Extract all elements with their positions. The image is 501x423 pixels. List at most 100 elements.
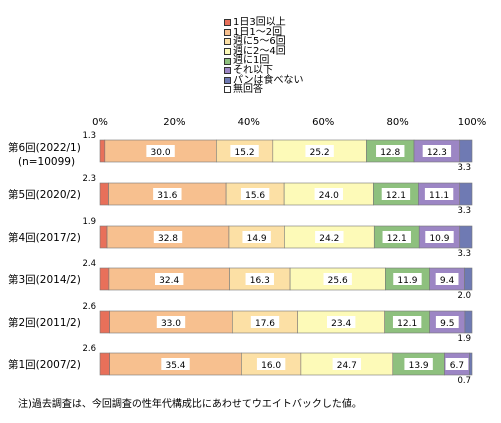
data-label-above: 2.6 <box>82 302 96 312</box>
data-label: 16.0 <box>261 361 281 371</box>
data-label: 32.4 <box>159 276 179 286</box>
bar-segment <box>99 267 110 291</box>
bar-segment <box>99 352 110 376</box>
data-label-above: 1.9 <box>82 217 96 227</box>
data-label: 25.2 <box>310 148 330 158</box>
data-label-above: 2.4 <box>82 259 96 269</box>
category-label: 第2回(2011/2) <box>8 316 81 329</box>
chart-legend: 1日3回以上 1日1〜2回 週に5〜6回 週に2〜4回 週に1回 それ以下 パンは食べない無… <box>224 18 304 95</box>
data-label: 31.6 <box>157 191 177 201</box>
data-label-below: 1.9 <box>457 334 471 344</box>
data-label-below: 3.3 <box>457 206 471 216</box>
data-label-box <box>156 316 186 328</box>
legend-swatch <box>224 48 231 56</box>
legend-swatch <box>224 67 231 75</box>
data-label: 24.2 <box>319 234 339 244</box>
data-label-above: 2.6 <box>82 344 96 354</box>
legend-item: 1日3回以上 <box>224 18 304 28</box>
data-label-above: 1.3 <box>82 131 96 141</box>
legend-label: 1日1〜2回 <box>233 26 283 38</box>
legend-label: パンは食べない <box>233 74 304 86</box>
bar-segment <box>99 225 108 249</box>
data-label: 24.0 <box>319 191 339 201</box>
data-label-box <box>422 145 452 157</box>
data-label-box <box>326 316 356 328</box>
category-label: 第4回(2017/2) <box>8 231 81 244</box>
data-label-box <box>392 316 422 328</box>
legend-swatch <box>224 86 231 94</box>
data-label-box <box>256 358 286 370</box>
bar-segment <box>459 139 473 163</box>
legend-item: それ以下 <box>224 66 304 76</box>
data-label-box <box>153 231 183 243</box>
data-label-box <box>445 358 469 370</box>
data-label-box <box>315 231 344 243</box>
data-label-box <box>242 231 271 243</box>
chart-footnote: 注)過去調査は、今回調査の性年代構成比にあわせてウエイトバックした値。 <box>18 399 362 410</box>
data-label: 33.0 <box>161 319 181 329</box>
data-label: 12.3 <box>427 148 447 158</box>
bar-segment <box>99 182 109 206</box>
x-tick-label: 40% <box>238 117 260 128</box>
category-label: 第6回(2022/1) <box>8 141 81 154</box>
data-label-above: 2.3 <box>82 174 96 184</box>
data-label: 9.5 <box>440 319 454 329</box>
data-label: 16.3 <box>250 276 270 286</box>
data-label-below: 0.7 <box>457 376 471 386</box>
legend-label: 1日3回以上 <box>233 17 286 28</box>
data-label-box <box>435 273 459 285</box>
data-label: 13.9 <box>409 361 429 371</box>
bar-segment <box>464 267 473 291</box>
data-label: 15.6 <box>245 191 265 201</box>
data-label: 11.1 <box>429 191 449 201</box>
data-label: 14.9 <box>247 234 267 244</box>
legend-swatch <box>224 28 231 36</box>
x-tick-label: 80% <box>386 117 408 128</box>
legend-swatch <box>224 38 231 46</box>
data-label: 30.0 <box>151 148 171 158</box>
bar-segment <box>469 352 473 376</box>
data-label: 6.7 <box>450 361 464 371</box>
data-label-box <box>381 188 411 200</box>
data-label-box <box>146 145 175 157</box>
legend-label: それ以下 <box>233 64 273 76</box>
data-label-box <box>323 273 352 285</box>
bar-segment <box>459 182 473 206</box>
data-label: 12.1 <box>397 319 417 329</box>
data-label-box <box>382 231 411 243</box>
data-label-below: 2.0 <box>457 291 471 301</box>
x-tick-label: 20% <box>163 117 185 128</box>
legend-item: 1日1〜2回 <box>224 26 304 38</box>
legend-label: 週に5〜6回 <box>233 36 286 48</box>
data-label-box <box>425 231 454 243</box>
category-label: 第3回(2014/2) <box>8 273 81 286</box>
data-label: 17.6 <box>255 319 275 329</box>
data-label-below: 3.3 <box>457 249 471 259</box>
data-label-box <box>376 145 405 157</box>
data-label-box <box>314 188 343 200</box>
x-tick-label: 60% <box>312 117 334 128</box>
legend-label: 週に1回 <box>233 55 270 67</box>
legend-swatch <box>224 57 231 65</box>
legend-label: 無回答 <box>233 84 263 96</box>
data-label: 25.6 <box>328 276 348 286</box>
data-label: 10.9 <box>429 234 449 244</box>
data-label-box <box>245 273 274 285</box>
legend-item: 週に2〜4回 <box>224 46 304 57</box>
data-label-box <box>393 273 422 285</box>
bar-segment <box>99 139 106 163</box>
data-label: 32.8 <box>158 234 178 244</box>
data-label-box <box>435 316 459 328</box>
data-label: 24.7 <box>337 361 357 371</box>
data-label-below: 3.3 <box>457 163 471 173</box>
x-tick-label: 0% <box>92 117 108 128</box>
category-label: 第1回(2007/2) <box>8 358 81 371</box>
data-label-box <box>154 273 184 285</box>
data-label-box <box>305 145 334 157</box>
category-note: (n=10099) <box>18 156 75 168</box>
data-label-box <box>424 188 454 200</box>
x-tick-label: 100% <box>458 117 487 128</box>
legend-item: 無回答 <box>224 85 304 95</box>
data-label-box <box>250 316 280 328</box>
